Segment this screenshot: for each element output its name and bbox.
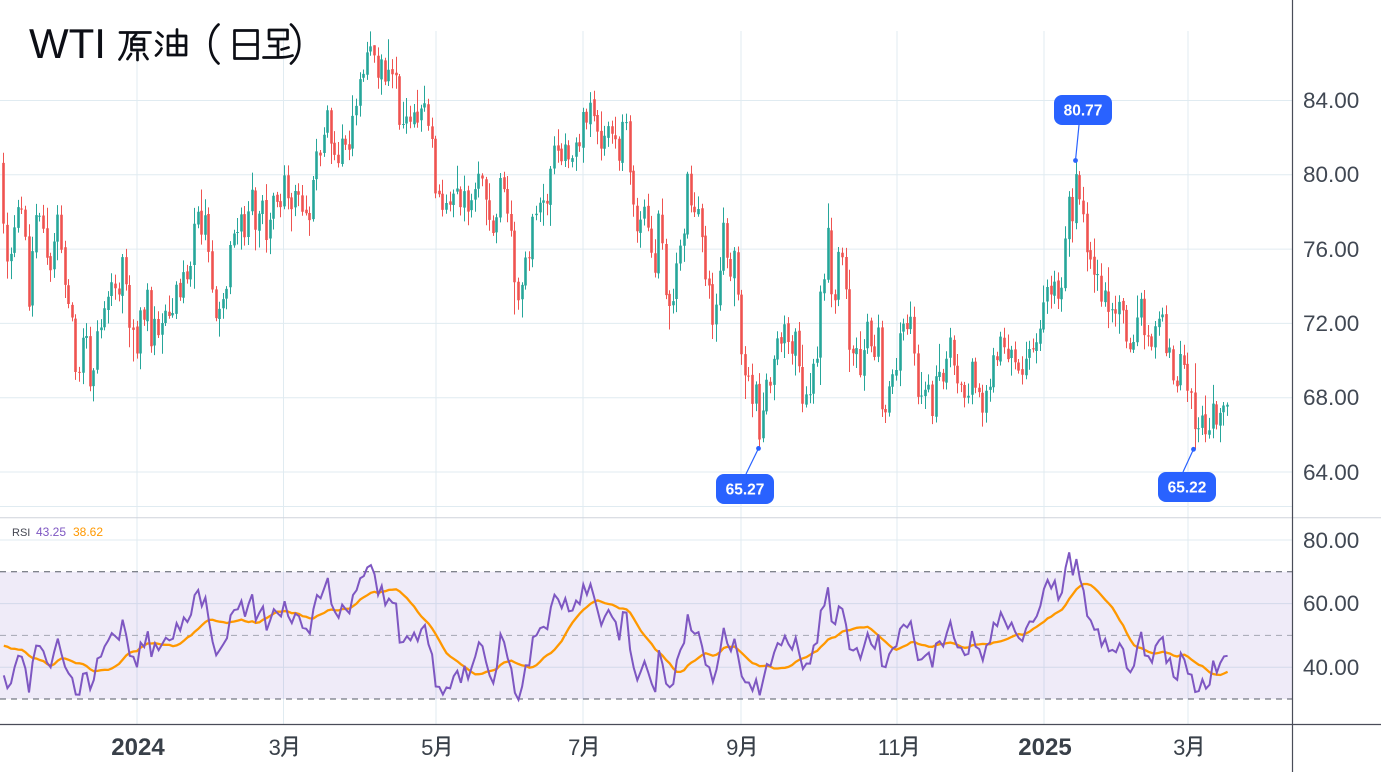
svg-text:3: 3 (269, 735, 281, 760)
svg-text:65.22: 65.22 (1168, 480, 1207, 497)
svg-text:7: 7 (568, 735, 580, 760)
svg-text:65.27: 65.27 (726, 482, 765, 499)
svg-text:76.00: 76.00 (1303, 237, 1359, 262)
svg-text:2025: 2025 (1018, 734, 1071, 761)
svg-text:60.00: 60.00 (1303, 591, 1359, 616)
svg-text:80.00: 80.00 (1303, 528, 1359, 553)
svg-text:64.00: 64.00 (1303, 460, 1359, 485)
svg-text:WTI: WTI (29, 20, 106, 67)
svg-text:72.00: 72.00 (1303, 311, 1359, 336)
svg-text:11: 11 (878, 735, 901, 760)
svg-text:3: 3 (1173, 735, 1185, 760)
svg-text:5: 5 (421, 735, 433, 760)
svg-text:40.00: 40.00 (1303, 655, 1359, 680)
svg-text:68.00: 68.00 (1303, 385, 1359, 410)
svg-text:43.25: 43.25 (36, 525, 66, 539)
svg-text:84.00: 84.00 (1303, 88, 1359, 113)
svg-text:38.62: 38.62 (73, 525, 103, 539)
svg-text:2024: 2024 (111, 734, 165, 761)
svg-text:9: 9 (726, 735, 738, 760)
svg-text:80.00: 80.00 (1303, 162, 1359, 187)
svg-text:RSI: RSI (12, 527, 30, 539)
svg-text:80.77: 80.77 (1064, 103, 1103, 120)
